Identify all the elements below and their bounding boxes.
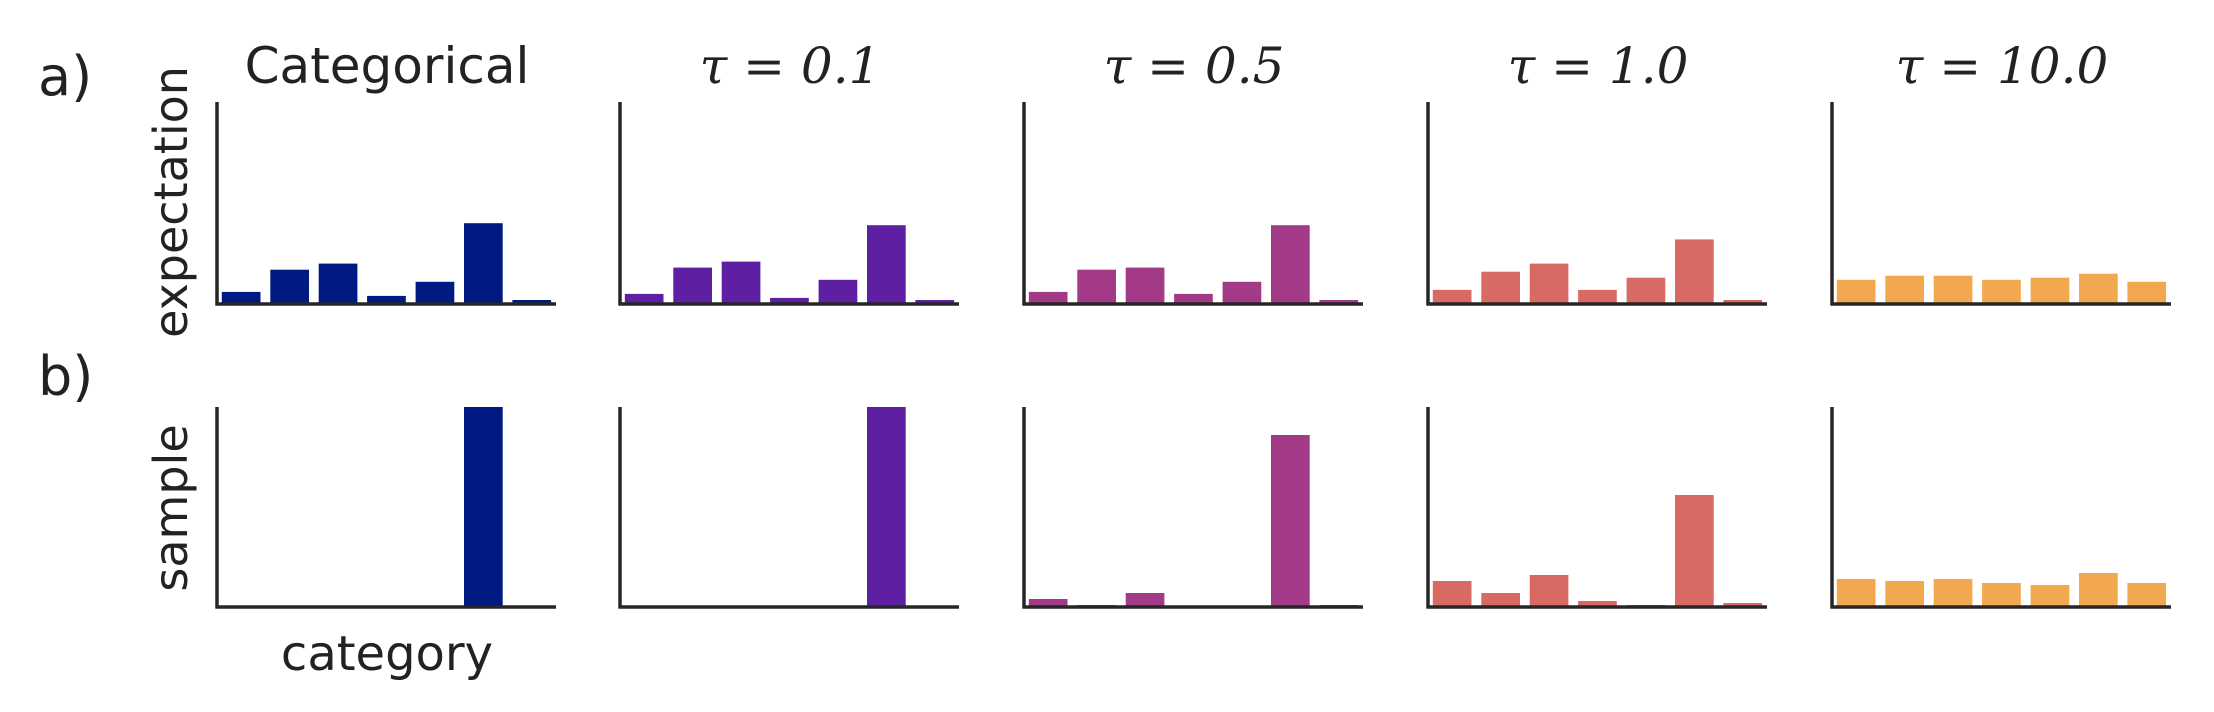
bar-sample-5-1 [1837,579,1876,607]
bar-sample-5-2 [1885,581,1924,607]
bar-sample-5-4 [1982,583,2021,607]
panel-expectation-2 [619,102,960,306]
bar-sample-4-3 [1530,575,1569,607]
bar-expectation-2-5 [819,280,858,304]
bar-expectation-4-2 [1481,272,1520,304]
bar-panels [216,102,2172,609]
bar-expectation-5-2 [1885,276,1924,304]
bar-expectation-5-7 [2127,282,2166,304]
title-tau-10.0: τ = 10.0 [1896,37,2109,95]
bar-sample-3-3 [1126,593,1165,607]
panel-sample-5 [1831,407,2172,609]
panel-label-a: a) [38,45,92,108]
panel-sample-4 [1427,407,1768,609]
row-label-expectation: expectation [144,66,198,338]
row-label-sample: sample [144,424,198,591]
panel-label-b: b) [38,345,93,408]
title-tau-0.5: τ = 0.5 [1104,37,1285,95]
bar-sample-1-6 [464,407,503,607]
bar-expectation-4-1 [1433,290,1472,304]
bar-expectation-4-3 [1530,264,1569,304]
bar-sample-5-5 [2031,585,2070,607]
panel-expectation-5 [1831,102,2172,306]
bar-expectation-3-6 [1271,225,1310,304]
bar-expectation-5-5 [2031,278,2070,304]
panel-expectation-3 [1023,102,1364,306]
panel-sample-1 [216,407,557,609]
x-axis-label: category [281,626,493,682]
bar-expectation-5-4 [1982,280,2021,304]
bar-expectation-1-3 [319,264,358,304]
bar-expectation-2-6 [867,225,906,304]
bar-expectation-3-1 [1029,292,1068,304]
bar-expectation-2-2 [673,268,712,304]
bar-expectation-4-6 [1675,239,1714,304]
bar-expectation-3-3 [1126,268,1165,304]
bar-expectation-4-5 [1627,278,1666,304]
bar-expectation-4-4 [1578,290,1617,304]
panel-expectation-1 [216,102,557,306]
bar-sample-4-6 [1675,495,1714,607]
bar-expectation-2-3 [722,262,761,304]
bar-sample-4-1 [1433,581,1472,607]
bar-sample-5-3 [1934,579,1973,607]
bar-expectation-3-5 [1223,282,1262,304]
bar-sample-5-6 [2079,573,2118,607]
title-categorical: Categorical [245,37,530,95]
bar-expectation-5-6 [2079,274,2118,304]
title-tau-1.0: τ = 1.0 [1508,37,1689,95]
bar-expectation-1-6 [464,223,503,304]
bar-sample-2-6 [867,407,906,607]
bar-expectation-1-1 [222,292,261,304]
bar-expectation-1-5 [416,282,455,304]
panel-sample-2 [619,407,960,609]
bar-expectation-1-2 [270,270,309,304]
panel-sample-3 [1023,407,1364,609]
bar-expectation-5-3 [1934,276,1973,304]
bar-sample-5-7 [2127,583,2166,607]
bar-expectation-3-2 [1077,270,1116,304]
title-tau-0.1: τ = 0.1 [700,37,881,95]
bar-sample-3-6 [1271,435,1310,607]
bar-sample-4-2 [1481,593,1520,607]
panel-expectation-4 [1427,102,1768,306]
bar-expectation-5-1 [1837,280,1876,304]
